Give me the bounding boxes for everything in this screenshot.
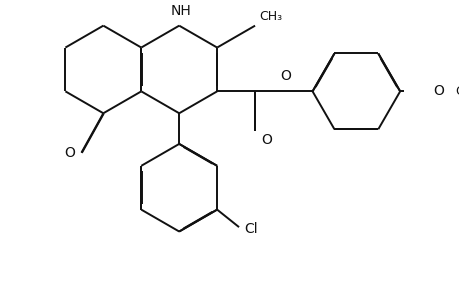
- Text: O: O: [64, 146, 75, 160]
- Text: Cl: Cl: [244, 222, 257, 236]
- Text: CH₃: CH₃: [259, 11, 282, 23]
- Text: O: O: [280, 69, 290, 82]
- Text: CH₃: CH₃: [454, 85, 459, 98]
- Text: NH: NH: [171, 4, 191, 18]
- Text: O: O: [261, 133, 272, 147]
- Text: O: O: [432, 84, 443, 98]
